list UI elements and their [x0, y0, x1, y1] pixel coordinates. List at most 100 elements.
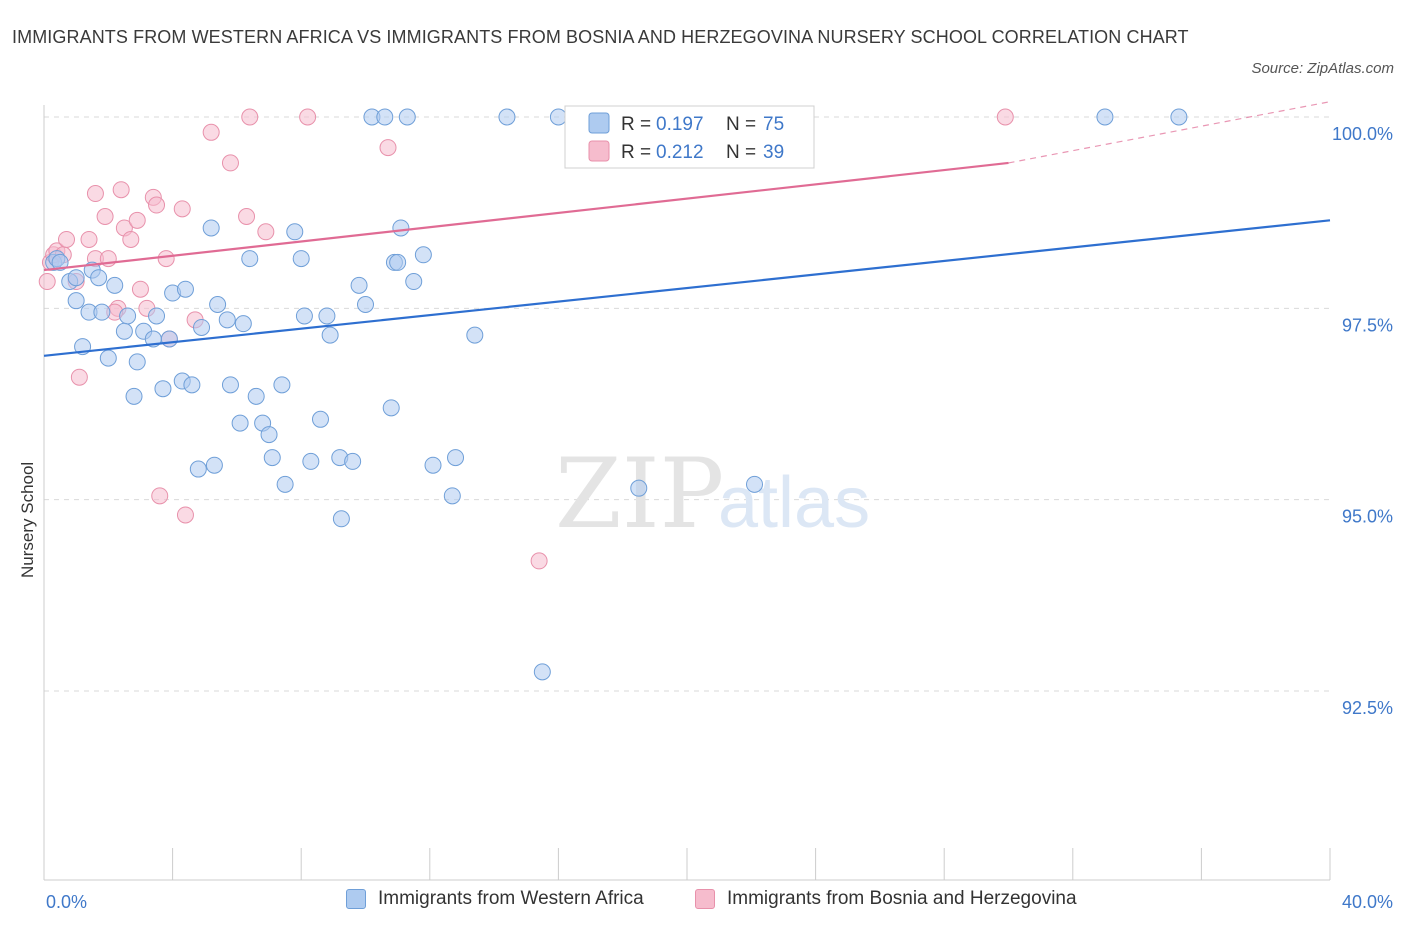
blue-data-point	[321, 326, 339, 344]
pink-data-point	[299, 108, 317, 126]
blue-data-point	[202, 219, 220, 237]
x-tick-label-max: 40.0%	[1342, 892, 1393, 912]
stats-r-value: 0.212	[656, 142, 704, 163]
stats-n-label: N =	[726, 142, 761, 163]
stats-swatch-pink	[588, 140, 610, 162]
blue-data-point	[318, 307, 336, 325]
blue-data-point	[263, 449, 281, 467]
blue-data-point	[405, 273, 423, 291]
blue-data-point	[247, 387, 265, 405]
blue-data-point	[189, 460, 207, 478]
y-tick-label: 92.5%	[1342, 698, 1393, 718]
blue-data-point	[466, 326, 484, 344]
blue-data-point	[1096, 108, 1114, 126]
blue-data-point	[498, 108, 516, 126]
axes	[43, 105, 1331, 881]
blue-data-point	[392, 219, 410, 237]
blue-data-point	[398, 108, 416, 126]
source-note: Source: ZipAtlas.com	[1251, 60, 1394, 77]
blue-data-point	[125, 387, 143, 405]
pink-data-point	[122, 230, 140, 248]
blue-data-point	[67, 292, 85, 310]
pink-data-point	[202, 123, 220, 141]
legend-item-bosnia[interactable]: Immigrants from Bosnia and Herzegovina	[695, 888, 1077, 910]
pink-data-point	[176, 506, 194, 524]
stats-swatch-blue	[588, 112, 610, 134]
blue-data-point	[231, 414, 249, 432]
pink-data-point	[58, 230, 76, 248]
pink-data-point	[173, 200, 191, 218]
pink-data-point	[38, 273, 56, 291]
y-tick-label: 97.5%	[1342, 315, 1393, 335]
blue-data-point	[128, 353, 146, 371]
blue-data-point	[414, 246, 432, 264]
blue-data-point	[106, 276, 124, 294]
legend-swatch-blue	[346, 889, 366, 909]
blue-data-point	[286, 223, 304, 241]
pink-data-point	[379, 139, 397, 157]
blue-data-point	[234, 315, 252, 333]
blue-data-point	[1170, 108, 1188, 126]
blue-data-point	[630, 479, 648, 497]
blue-data-point	[533, 663, 551, 681]
pink-data-point	[996, 108, 1014, 126]
gridlines	[44, 116, 1330, 692]
stats-r-value: 0.197	[656, 114, 704, 135]
blue-data-point	[221, 376, 239, 394]
y-axis-label: Nursery School	[18, 462, 37, 578]
pink-data-point	[80, 230, 98, 248]
pink-trend-extension	[1008, 101, 1331, 164]
blue-data-point	[311, 410, 329, 428]
blue-data-point	[443, 487, 461, 505]
stats-row-blue: R = 0.197 N = 75	[621, 114, 784, 135]
pink-data-point	[70, 368, 88, 386]
blue-data-point	[260, 426, 278, 444]
legend-item-western-africa[interactable]: Immigrants from Western Africa	[346, 888, 644, 910]
blue-data-point	[746, 475, 764, 493]
pink-data-point	[221, 154, 239, 172]
blue-data-point	[424, 456, 442, 474]
y-tick-label: 100.0%	[1332, 124, 1393, 144]
blue-data-point	[376, 108, 394, 126]
blue-data-point	[332, 510, 350, 528]
blue-data-point	[295, 307, 313, 325]
x-tick-label-min: 0.0%	[46, 892, 87, 912]
pink-data-point	[86, 185, 104, 203]
blue-data-point	[344, 452, 362, 470]
trend-lines	[43, 101, 1331, 357]
blue-data-point	[241, 250, 259, 268]
watermark: ZIP atlas	[555, 438, 870, 550]
stats-legend: R = 0.197 N = 75 R = 0.212 N = 39	[564, 105, 815, 169]
blue-data-point	[382, 399, 400, 417]
blue-data-point	[160, 330, 178, 348]
blue-data-point	[302, 452, 320, 470]
blue-data-point	[273, 376, 291, 394]
pink-data-point	[241, 108, 259, 126]
blue-data-point	[99, 349, 117, 367]
blue-data-point	[93, 303, 111, 321]
tick-labels: 92.5% 95.0% 97.5% 100.0% 0.0% 40.0%	[46, 124, 1393, 912]
blue-series-points	[45, 108, 1188, 681]
blue-data-point	[115, 322, 133, 340]
blue-data-point	[292, 250, 310, 268]
watermark-atlas: atlas	[718, 463, 870, 543]
blue-data-point	[209, 296, 227, 314]
legend-label: Immigrants from Western Africa	[378, 888, 644, 909]
blue-data-point	[205, 456, 223, 474]
chart-title: IMMIGRANTS FROM WESTERN AFRICA VS IMMIGR…	[12, 27, 1189, 47]
blue-data-point	[357, 296, 374, 314]
blue-data-point	[176, 280, 194, 298]
stats-r-label: R =	[621, 142, 656, 163]
stats-n-label: N =	[726, 114, 761, 135]
stats-r-label: R =	[621, 114, 656, 135]
pink-data-point	[96, 207, 114, 225]
pink-data-point	[530, 552, 548, 570]
blue-data-point	[193, 318, 211, 336]
blue-data-point	[218, 311, 236, 329]
pink-data-point	[148, 196, 166, 214]
pink-data-point	[131, 280, 149, 298]
pink-data-point	[128, 211, 146, 229]
blue-trend-line	[43, 219, 1331, 357]
blue-data-point	[447, 449, 465, 467]
blue-data-point	[549, 108, 567, 126]
